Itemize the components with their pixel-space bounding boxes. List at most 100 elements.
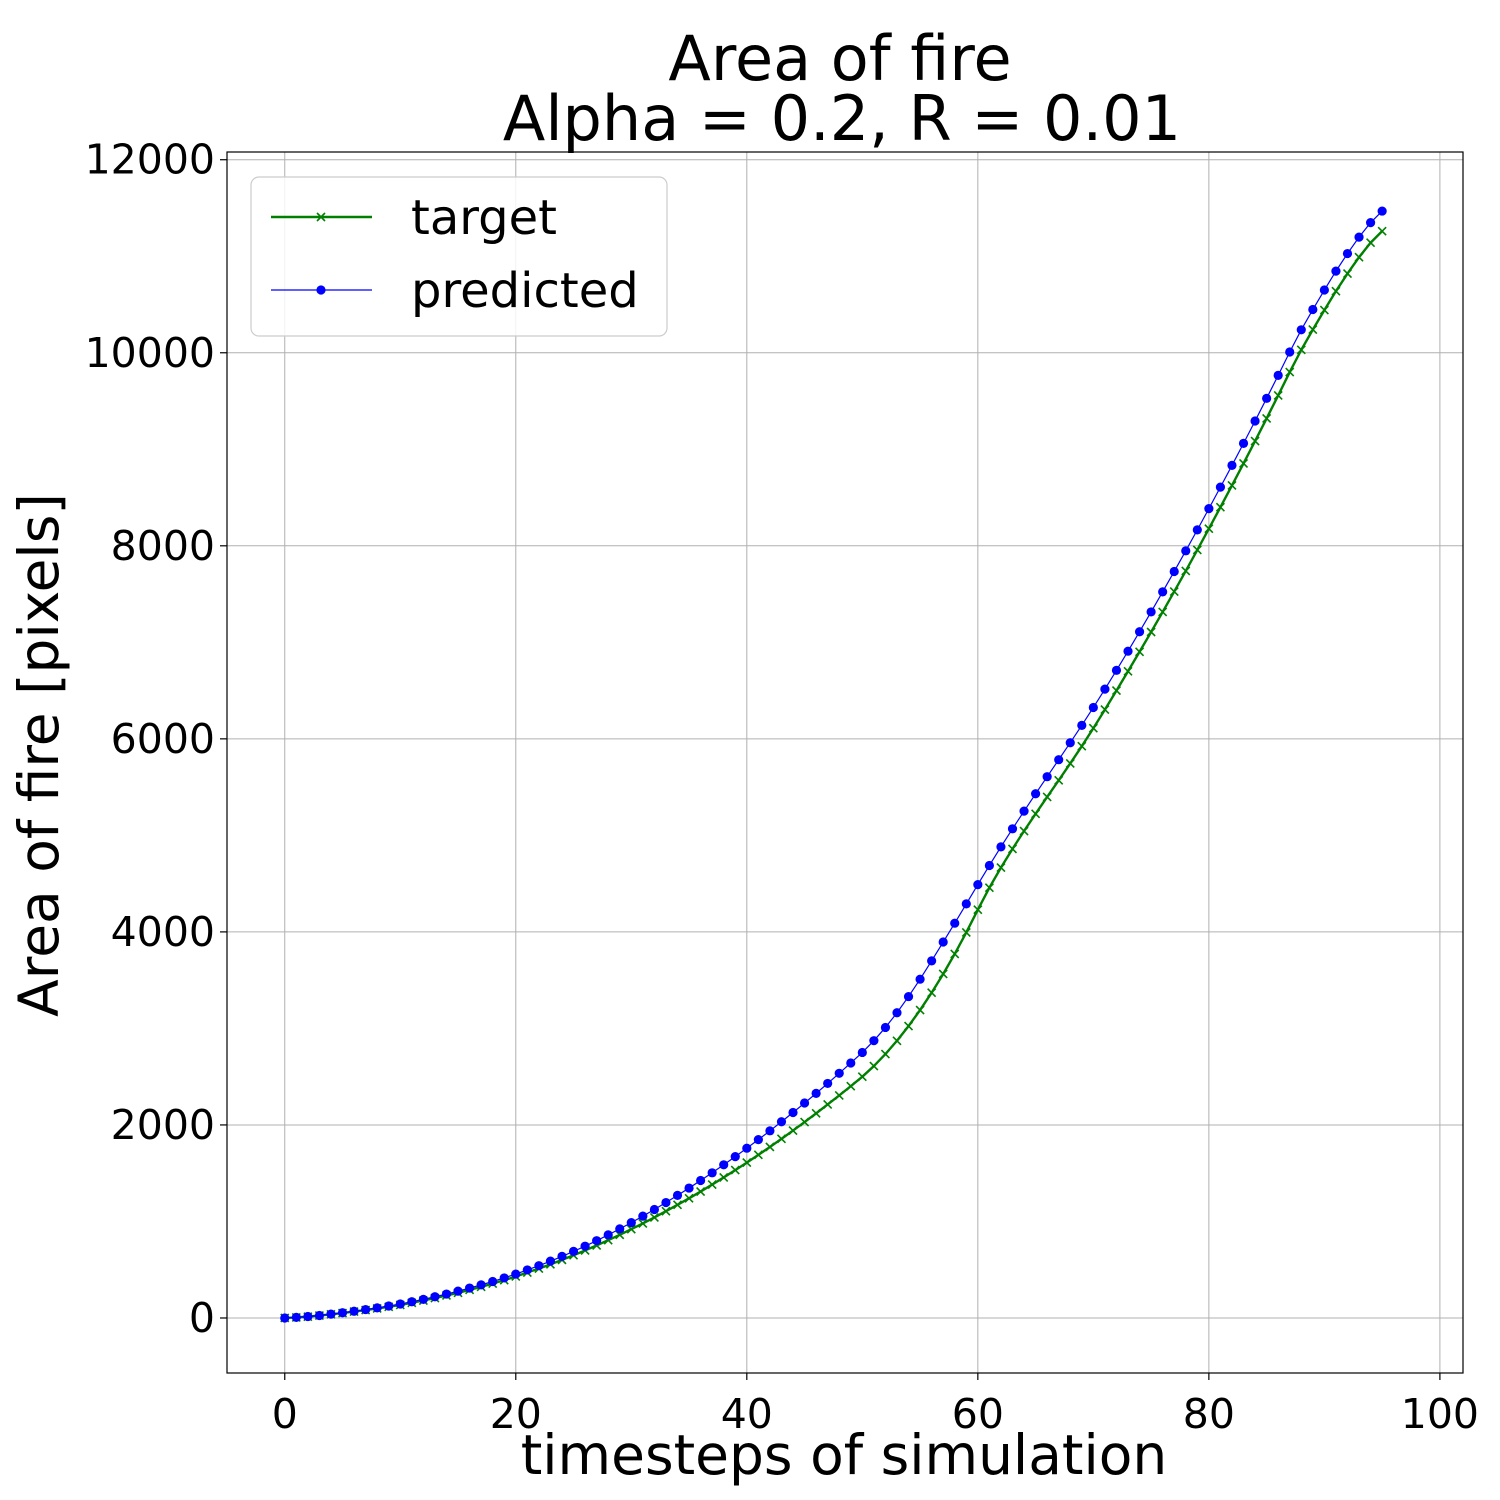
- target-point: [984, 883, 994, 893]
- predicted-point: [846, 1058, 856, 1068]
- predicted-point: [753, 1135, 763, 1145]
- target-point: [1123, 666, 1133, 676]
- target-point: [834, 1090, 844, 1100]
- predicted-point: [661, 1197, 671, 1208]
- target-point: [927, 988, 937, 998]
- predicted-point: [823, 1078, 833, 1089]
- predicted-point: [765, 1126, 775, 1136]
- predicted-point: [1377, 206, 1387, 216]
- predicted-point: [799, 1098, 810, 1108]
- legend-marker: [316, 212, 326, 222]
- predicted-point: [707, 1168, 717, 1178]
- target-point: [1100, 705, 1110, 715]
- target-point: [776, 1134, 787, 1144]
- target-point: [661, 1206, 671, 1216]
- target-point: [1250, 436, 1260, 446]
- predicted-point: [1238, 438, 1249, 448]
- predicted-point: [1030, 789, 1041, 799]
- predicted-point: [730, 1151, 740, 1162]
- predicted-point: [1054, 755, 1064, 765]
- target-point: [938, 969, 948, 979]
- predicted-point: [522, 1265, 532, 1275]
- predicted-point: [1262, 393, 1272, 403]
- predicted-point: [1273, 370, 1283, 380]
- predicted-point: [776, 1117, 787, 1127]
- predicted-point: [1134, 627, 1145, 637]
- predicted-point: [1250, 416, 1260, 426]
- target-point: [1019, 826, 1029, 836]
- target-point: [1238, 458, 1249, 469]
- target-point: [742, 1158, 752, 1168]
- target-point: [1169, 586, 1179, 597]
- legend-label: predicted: [411, 263, 639, 319]
- target-point: [1088, 723, 1098, 733]
- chart-title: Area of fire: [668, 22, 1011, 95]
- predicted-point: [638, 1211, 648, 1221]
- target-point: [1054, 775, 1064, 785]
- target-point: [996, 863, 1006, 873]
- target-point: [684, 1193, 694, 1203]
- predicted-point: [1088, 702, 1098, 713]
- legend: target predicted: [250, 176, 668, 337]
- predicted-point: [1146, 607, 1156, 617]
- target-point: [1042, 792, 1052, 802]
- predicted-point: [811, 1088, 821, 1098]
- predicted-point: [499, 1273, 509, 1283]
- predicted-point: [984, 860, 994, 871]
- target-point: [1366, 238, 1376, 248]
- target-point: [765, 1142, 775, 1152]
- predicted-point: [973, 880, 983, 890]
- y-axis-label: Area of fire [pixels]: [7, 493, 71, 1017]
- predicted-point: [915, 974, 925, 984]
- plot-frame: [226, 151, 1464, 1374]
- x-tick-label: 40: [721, 1390, 773, 1438]
- predicted-point: [1169, 566, 1179, 577]
- predicted-point: [857, 1047, 867, 1058]
- predicted-point: [326, 1309, 336, 1319]
- axis-ticks: 0 20 40 60 80 100 0 2000 4000 6000 8000 10000 12000: [85, 136, 1479, 1438]
- target-point: [915, 1005, 925, 1015]
- predicted-point: [1215, 482, 1226, 492]
- predicted-point: [834, 1068, 844, 1078]
- target-point: [1031, 809, 1041, 819]
- target-point: [707, 1180, 717, 1190]
- predicted-point: [1065, 738, 1075, 748]
- legend-entry-target: target: [271, 190, 557, 246]
- series-predicted: [280, 206, 1387, 1323]
- target-point: [1377, 226, 1387, 236]
- predicted-point: [1342, 248, 1353, 259]
- target-point: [788, 1125, 798, 1136]
- predicted-point: [349, 1306, 359, 1316]
- target-point: [892, 1036, 902, 1046]
- target-point: [880, 1049, 890, 1059]
- target-point: [846, 1081, 856, 1091]
- predicted-point: [1181, 546, 1191, 556]
- target-point: [1296, 345, 1306, 355]
- target-point: [1134, 647, 1145, 657]
- target-point: [1262, 413, 1272, 423]
- chart-subtitle: Alpha = 0.2, R = 0.01: [503, 82, 1181, 155]
- predicted-point: [1285, 347, 1295, 357]
- predicted-point: [580, 1241, 590, 1251]
- predicted-point: [291, 1312, 301, 1323]
- target-point: [1285, 367, 1295, 377]
- predicted-point: [696, 1175, 706, 1186]
- predicted-point: [1158, 587, 1168, 597]
- target-point: [1342, 269, 1353, 279]
- target-point: [1215, 502, 1225, 512]
- predicted-point: [961, 899, 971, 909]
- predicted-point: [1007, 824, 1018, 834]
- predicted-point: [603, 1230, 613, 1240]
- predicted-point: [568, 1246, 579, 1256]
- predicted-point: [626, 1218, 636, 1228]
- target-point: [1065, 758, 1075, 769]
- y-tick-label: 2000: [111, 1101, 215, 1149]
- x-tick-label: 60: [952, 1390, 1004, 1438]
- predicted-point: [303, 1311, 313, 1322]
- predicted-point: [488, 1276, 498, 1287]
- predicted-point: [1365, 218, 1376, 228]
- predicted-point: [337, 1308, 348, 1318]
- predicted-point: [592, 1236, 602, 1246]
- target-point: [672, 1200, 683, 1210]
